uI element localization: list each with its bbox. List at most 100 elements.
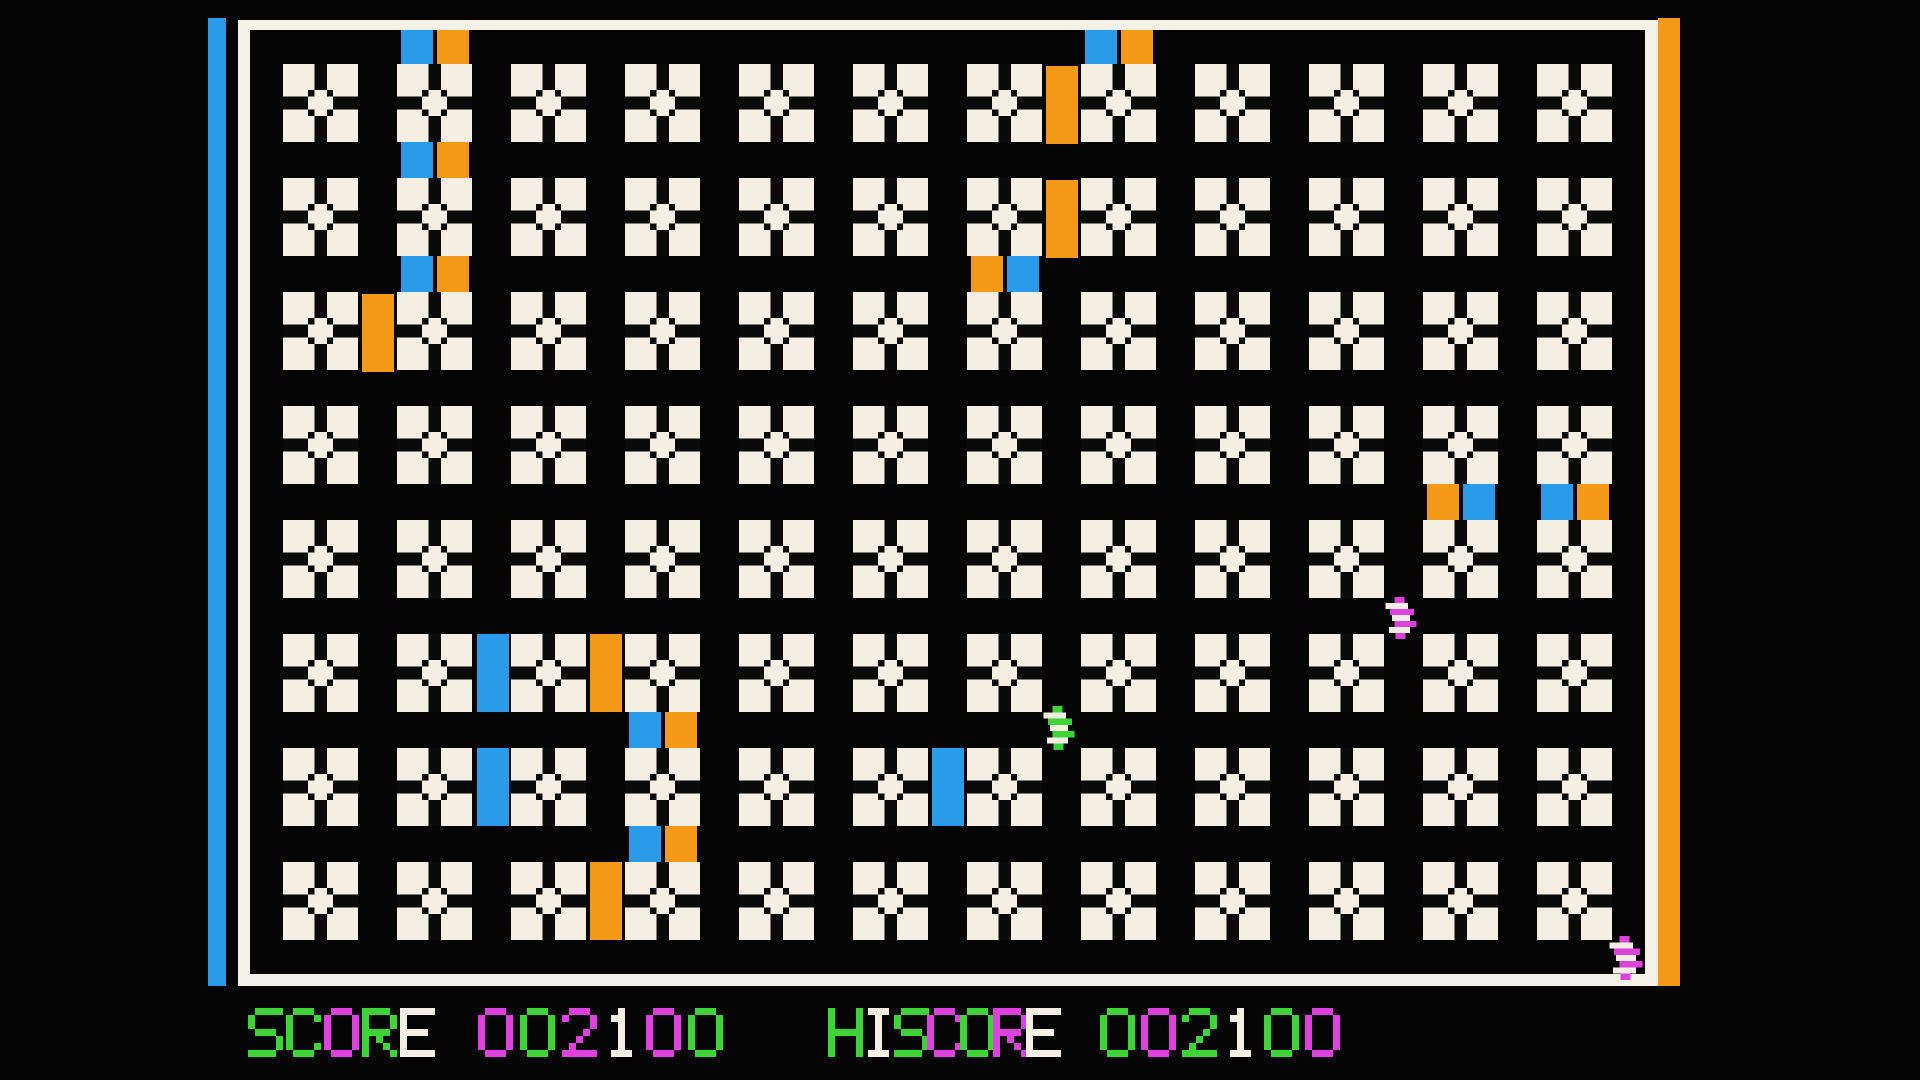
orange-wall-segment — [1427, 484, 1459, 520]
x-block — [625, 64, 700, 142]
x-block — [283, 178, 358, 256]
x-block — [1309, 862, 1384, 940]
hud-char — [1100, 1008, 1135, 1057]
orange-wall-segment — [437, 256, 469, 292]
x-block — [1423, 862, 1498, 940]
x-block — [739, 634, 814, 712]
hud-char — [646, 1008, 681, 1057]
left-border-bar — [208, 18, 226, 986]
hud-char — [688, 1008, 723, 1057]
x-block — [739, 64, 814, 142]
x-block — [625, 634, 700, 712]
orange-wall-segment — [1577, 484, 1609, 520]
blue-wall-segment — [1463, 484, 1495, 520]
orange-wall-segment — [665, 826, 697, 862]
x-block — [1081, 292, 1156, 370]
hud-char — [611, 1008, 632, 1057]
x-block — [1309, 748, 1384, 826]
x-block — [967, 178, 1042, 256]
x-block — [397, 634, 472, 712]
orange-wall-segment — [1046, 66, 1078, 144]
x-block — [1309, 292, 1384, 370]
x-block — [625, 292, 700, 370]
x-block — [1537, 64, 1612, 142]
hud-char — [324, 1008, 359, 1057]
x-block — [283, 634, 358, 712]
x-block — [511, 406, 586, 484]
x-block — [511, 64, 586, 142]
blue-wall-segment — [1007, 256, 1039, 292]
x-block — [1537, 406, 1612, 484]
x-block — [1081, 520, 1156, 598]
x-block — [1537, 520, 1612, 598]
x-block — [397, 520, 472, 598]
x-block — [1081, 64, 1156, 142]
score-label-text: SCORE — [0, 0, 1, 1]
blue-wall-segment — [629, 712, 661, 748]
hud-char — [828, 1008, 863, 1057]
x-block — [1195, 634, 1270, 712]
hud-char — [400, 1008, 435, 1057]
x-block — [283, 748, 358, 826]
x-block — [739, 748, 814, 826]
hiscore-label — [828, 1008, 1061, 1057]
hud-char — [520, 1008, 555, 1057]
x-block — [853, 64, 928, 142]
x-block — [967, 862, 1042, 940]
x-block — [625, 406, 700, 484]
x-block — [739, 520, 814, 598]
x-block — [967, 292, 1042, 370]
x-block — [1195, 64, 1270, 142]
orange-wall-segment — [1121, 30, 1153, 64]
x-block — [283, 292, 358, 370]
x-block — [853, 406, 928, 484]
x-block — [1081, 862, 1156, 940]
green-dollar-icon — [1042, 706, 1076, 750]
hiscore-label-text: HISCORE — [0, 0, 1, 1]
x-block — [967, 748, 1042, 826]
x-block — [511, 862, 586, 940]
x-block — [1081, 748, 1156, 826]
x-block — [625, 520, 700, 598]
x-block — [853, 634, 928, 712]
orange-wall-segment — [362, 294, 394, 372]
x-block — [1423, 406, 1498, 484]
x-block — [1423, 520, 1498, 598]
x-block — [397, 178, 472, 256]
x-block — [1309, 406, 1384, 484]
x-block — [1195, 292, 1270, 370]
x-block — [283, 64, 358, 142]
right-border-bar — [1658, 18, 1680, 986]
x-block — [1423, 64, 1498, 142]
x-block — [1081, 406, 1156, 484]
x-block — [739, 862, 814, 940]
magenta-dollar-icon — [1384, 597, 1418, 639]
x-block — [967, 520, 1042, 598]
hud-char — [1141, 1008, 1176, 1057]
x-block — [853, 292, 928, 370]
x-block — [397, 406, 472, 484]
blue-wall-segment — [401, 142, 433, 178]
blue-wall-segment — [477, 748, 509, 826]
orange-wall-segment — [437, 30, 469, 64]
orange-wall-segment — [665, 712, 697, 748]
score-label — [248, 1008, 438, 1057]
blue-wall-segment — [932, 748, 964, 826]
hud-char — [1230, 1008, 1251, 1057]
orange-wall-segment — [590, 862, 622, 940]
x-block — [511, 292, 586, 370]
x-block — [1309, 634, 1384, 712]
x-block — [397, 862, 472, 940]
x-block — [1537, 292, 1612, 370]
magenta-dollar-icon — [1608, 936, 1644, 980]
blue-wall-segment — [629, 826, 661, 862]
x-block — [511, 748, 586, 826]
x-block — [853, 520, 928, 598]
x-block — [1081, 178, 1156, 256]
hud-char — [960, 1008, 995, 1057]
x-block — [1537, 748, 1612, 826]
x-block — [739, 406, 814, 484]
x-block — [1309, 178, 1384, 256]
hud-char — [1305, 1008, 1340, 1057]
